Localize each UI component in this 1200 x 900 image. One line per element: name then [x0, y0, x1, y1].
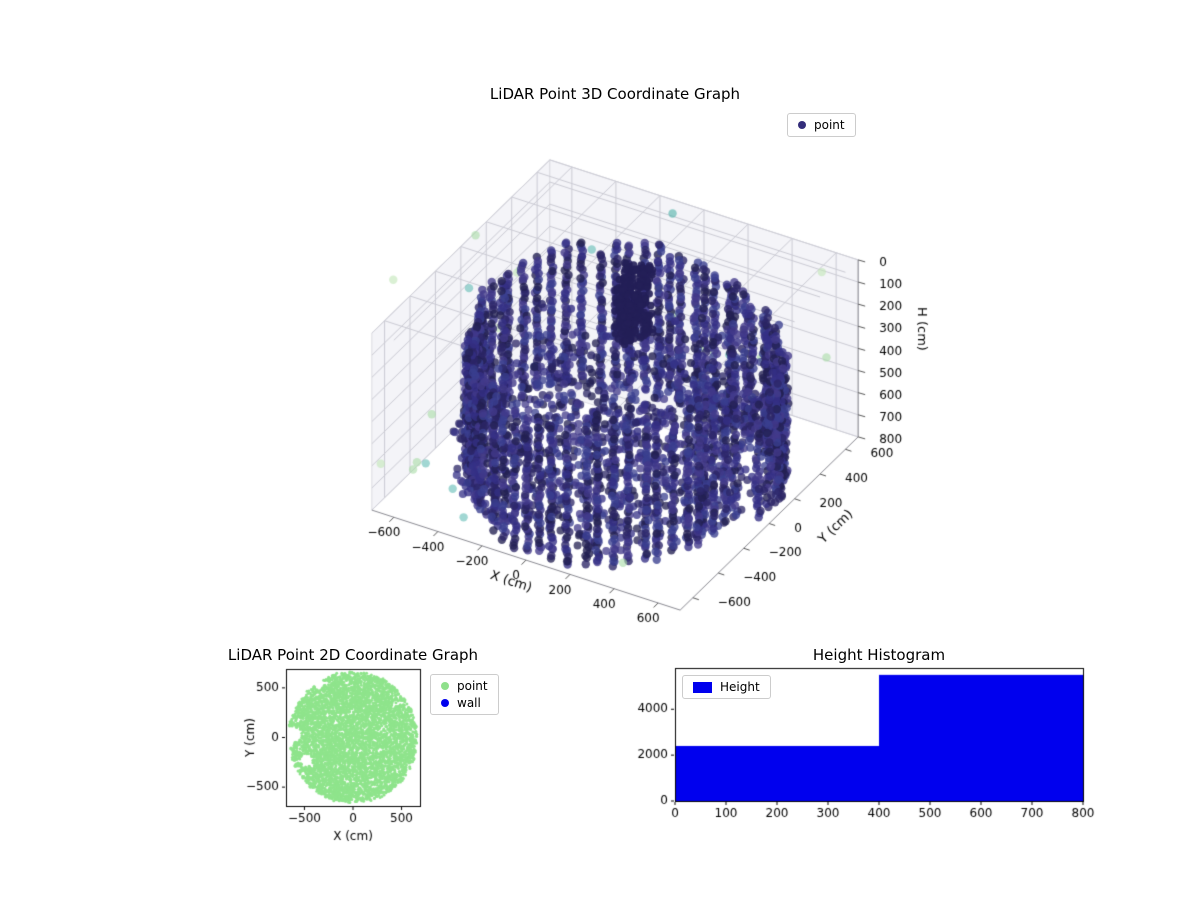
histogram-legend: Height: [682, 675, 771, 699]
legend-label-point: point: [457, 679, 488, 693]
wall-marker-icon: [441, 699, 449, 707]
chart3d-legend: point: [787, 113, 856, 137]
chart2d-title: LiDAR Point 2D Coordinate Graph: [227, 646, 479, 664]
histogram-title: Height Histogram: [812, 646, 946, 664]
legend-label-height: Height: [720, 680, 760, 694]
chart3d-title: LiDAR Point 3D Coordinate Graph: [489, 85, 741, 103]
point-marker-icon: [441, 682, 449, 690]
legend-item-point: point: [441, 679, 488, 693]
legend-label-wall: wall: [457, 696, 481, 710]
legend-item-height: Height: [693, 680, 760, 694]
point-marker-icon: [798, 121, 806, 129]
legend-label-point: point: [814, 118, 845, 132]
legend-item-wall: wall: [441, 696, 488, 710]
legend-item-point: point: [798, 118, 845, 132]
height-marker-icon: [693, 681, 712, 693]
chart2d-legend: point wall: [430, 674, 499, 715]
